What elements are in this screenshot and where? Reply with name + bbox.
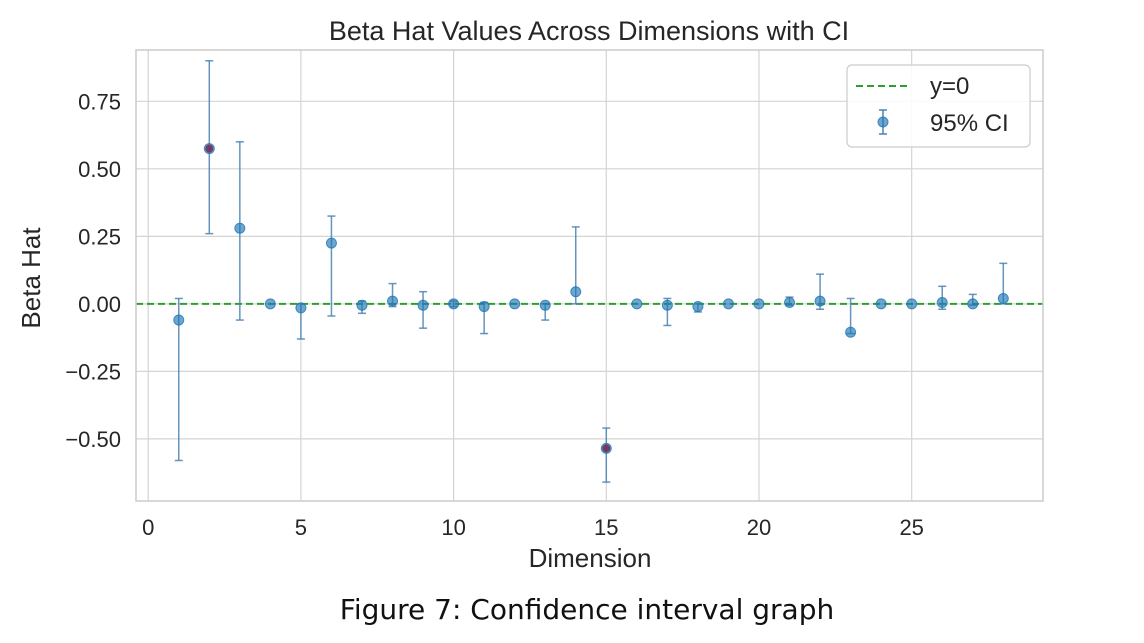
chart-title: Beta Hat Values Across Dimensions with C… bbox=[329, 16, 849, 46]
data-point bbox=[234, 222, 246, 234]
data-point bbox=[722, 298, 734, 310]
x-tick-label: 15 bbox=[594, 515, 618, 540]
x-tick-label: 25 bbox=[899, 515, 923, 540]
chart-canvas: Beta Hat Values Across Dimensions with C… bbox=[16, 16, 1044, 573]
data-point bbox=[845, 326, 857, 338]
data-point bbox=[692, 301, 704, 313]
data-point bbox=[997, 292, 1009, 304]
x-axis-label: Dimension bbox=[529, 543, 652, 573]
data-point bbox=[264, 298, 276, 310]
x-tick-label: 0 bbox=[142, 515, 154, 540]
data-point bbox=[784, 297, 796, 309]
y-tick-label: 0.75 bbox=[78, 89, 121, 114]
x-tick-label: 10 bbox=[441, 515, 465, 540]
data-point bbox=[325, 237, 337, 249]
data-point bbox=[356, 299, 368, 311]
data-point bbox=[631, 298, 643, 310]
data-point bbox=[387, 295, 399, 307]
data-point bbox=[173, 314, 185, 326]
y-axis-label: Beta Hat bbox=[16, 227, 46, 329]
data-point bbox=[539, 299, 551, 311]
data-point bbox=[417, 299, 429, 311]
y-tick-label: 0.00 bbox=[78, 292, 121, 317]
figure-caption: Figure 7: Confidence interval graph bbox=[339, 593, 835, 626]
data-point bbox=[753, 298, 765, 310]
y-tick-label: −0.50 bbox=[65, 427, 121, 452]
highlighted-point bbox=[205, 144, 214, 153]
y-tick-label: −0.25 bbox=[65, 359, 121, 384]
x-tick-label: 5 bbox=[295, 515, 307, 540]
legend-entry-y0: y=0 bbox=[930, 73, 969, 100]
data-point bbox=[478, 301, 490, 313]
data-point bbox=[661, 299, 673, 311]
data-point bbox=[875, 298, 887, 310]
data-point bbox=[967, 298, 979, 310]
highlighted-point bbox=[602, 444, 611, 453]
legend-entry-ci: 95% CI bbox=[930, 110, 1009, 137]
data-point bbox=[295, 302, 307, 314]
y-tick-label: 0.50 bbox=[78, 157, 121, 182]
data-point bbox=[814, 295, 826, 307]
plot-frame bbox=[135, 49, 1044, 502]
data-point bbox=[448, 298, 460, 310]
legend: y=0 95% CI bbox=[846, 64, 1031, 148]
data-point bbox=[509, 298, 521, 310]
data-point bbox=[570, 286, 582, 298]
y-tick-label: 0.25 bbox=[78, 224, 121, 249]
data-point bbox=[906, 298, 918, 310]
x-tick-labels: 0 5 10 15 20 25 bbox=[142, 515, 924, 540]
legend-marker-icon bbox=[877, 116, 889, 128]
data-points bbox=[173, 143, 1009, 454]
y-tick-labels: −0.50 −0.25 0.00 0.25 0.50 0.75 bbox=[65, 89, 121, 452]
data-point bbox=[936, 297, 948, 309]
x-tick-label: 20 bbox=[747, 515, 771, 540]
